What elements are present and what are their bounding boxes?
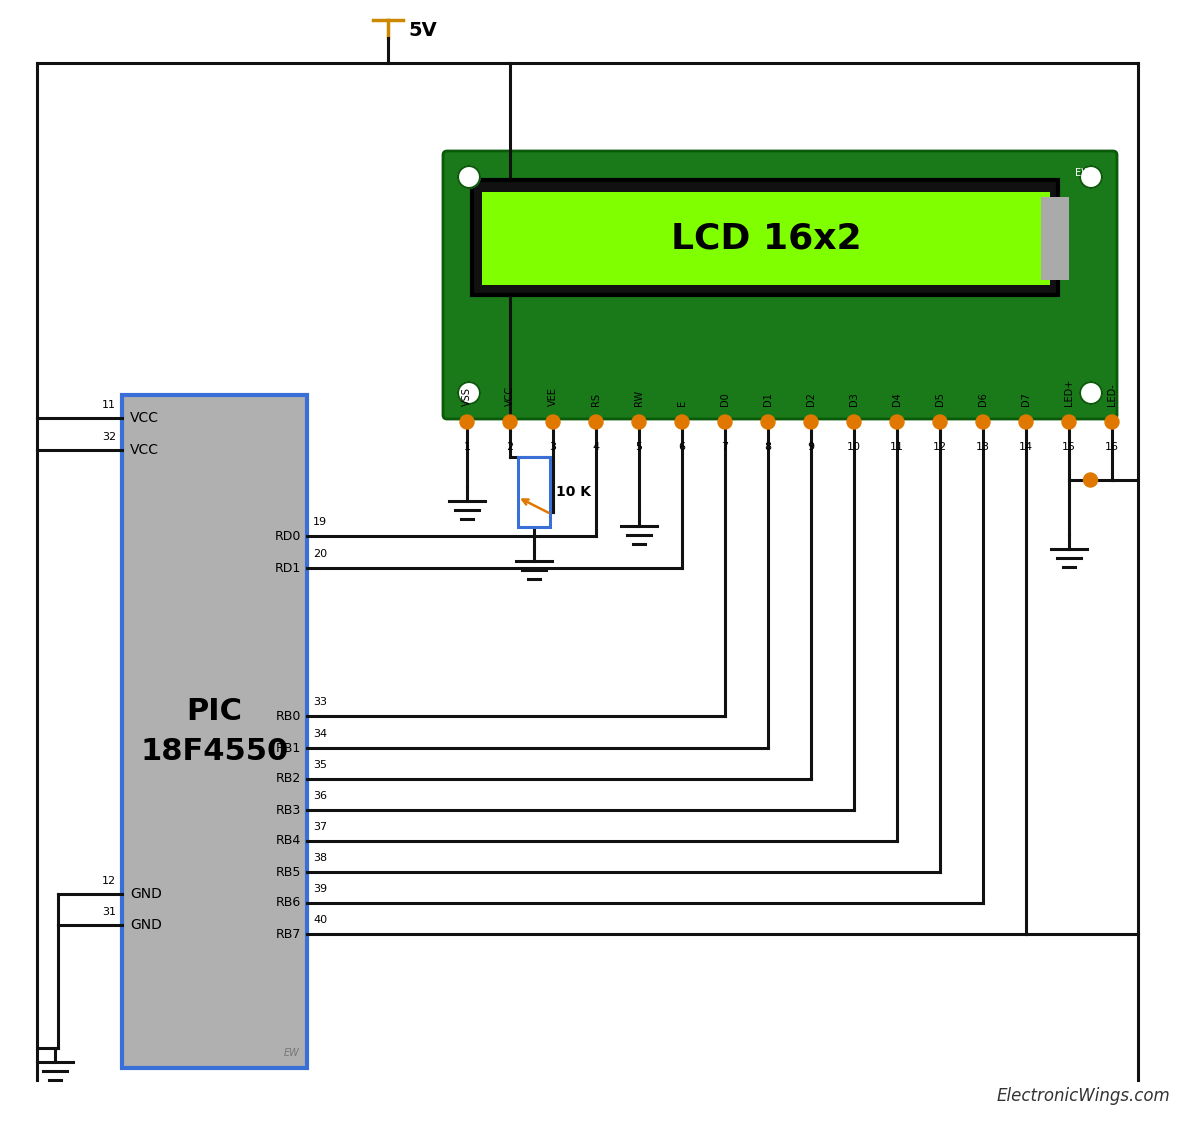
Text: 36: 36: [313, 791, 326, 801]
Text: RS: RS: [592, 393, 601, 406]
Circle shape: [458, 166, 480, 188]
Text: 31: 31: [102, 907, 116, 917]
Text: 39: 39: [313, 884, 328, 895]
Text: 32: 32: [102, 432, 116, 442]
Text: 2: 2: [506, 442, 514, 452]
Text: RW: RW: [634, 390, 644, 406]
Circle shape: [589, 415, 604, 429]
Text: RB2: RB2: [276, 773, 301, 785]
Text: 34: 34: [313, 729, 328, 739]
Bar: [517, 457, 550, 527]
Text: RB4: RB4: [276, 835, 301, 847]
Circle shape: [976, 415, 990, 429]
Text: 20: 20: [313, 549, 328, 559]
FancyBboxPatch shape: [122, 395, 307, 1068]
Text: PIC
18F4550: PIC 18F4550: [140, 697, 289, 766]
Text: 37: 37: [313, 822, 328, 832]
Bar: [482, 192, 1050, 285]
Text: 9: 9: [808, 442, 815, 452]
Text: D5: D5: [935, 393, 946, 406]
Text: RB5: RB5: [276, 865, 301, 879]
Text: VCC: VCC: [130, 443, 158, 457]
Text: RD1: RD1: [275, 562, 301, 574]
Text: D0: D0: [720, 393, 730, 406]
Circle shape: [632, 415, 646, 429]
Text: 15: 15: [1062, 442, 1076, 452]
Circle shape: [761, 415, 775, 429]
Text: 5: 5: [636, 442, 642, 452]
Circle shape: [718, 415, 732, 429]
Circle shape: [503, 415, 517, 429]
Circle shape: [890, 415, 904, 429]
Circle shape: [546, 415, 560, 429]
Text: VSS: VSS: [462, 387, 472, 406]
Text: 6: 6: [678, 442, 685, 452]
Text: 12: 12: [932, 442, 947, 452]
Text: GND: GND: [130, 887, 162, 901]
Text: GND: GND: [130, 918, 162, 932]
Bar: [1042, 197, 1069, 280]
Text: 14: 14: [1019, 442, 1033, 452]
Text: 33: 33: [313, 697, 326, 707]
Text: 10 K: 10 K: [556, 485, 590, 499]
FancyBboxPatch shape: [443, 151, 1117, 418]
Text: 11: 11: [890, 442, 904, 452]
Text: 10: 10: [847, 442, 862, 452]
Circle shape: [1080, 166, 1102, 188]
Circle shape: [458, 382, 480, 404]
Circle shape: [847, 415, 862, 429]
Circle shape: [1019, 415, 1033, 429]
Text: D3: D3: [850, 393, 859, 406]
Circle shape: [934, 415, 947, 429]
Circle shape: [804, 415, 818, 429]
Text: D2: D2: [806, 393, 816, 406]
Circle shape: [1062, 415, 1076, 429]
Text: LED-: LED-: [1108, 384, 1117, 406]
Text: 12: 12: [102, 876, 116, 885]
Text: 11: 11: [102, 400, 116, 409]
Circle shape: [1084, 473, 1098, 487]
Text: LED+: LED+: [1064, 379, 1074, 406]
Text: RB7: RB7: [276, 927, 301, 941]
Text: VCC: VCC: [130, 411, 158, 425]
Text: D4: D4: [892, 393, 902, 406]
Text: 19: 19: [313, 517, 328, 527]
Text: RB1: RB1: [276, 741, 301, 755]
Text: 38: 38: [313, 853, 328, 863]
Text: 35: 35: [313, 760, 326, 770]
Text: 13: 13: [976, 442, 990, 452]
Text: 16: 16: [1105, 442, 1120, 452]
Text: 7: 7: [721, 442, 728, 452]
Bar: [472, 180, 1058, 296]
Text: 3: 3: [550, 442, 557, 452]
Text: VEE: VEE: [548, 387, 558, 406]
Text: EW: EW: [1075, 168, 1091, 178]
Circle shape: [460, 415, 474, 429]
Text: RB0: RB0: [276, 710, 301, 723]
Text: 1: 1: [463, 442, 470, 452]
Circle shape: [674, 415, 689, 429]
Text: 8: 8: [764, 442, 772, 452]
Text: RD0: RD0: [275, 529, 301, 543]
Text: E: E: [677, 399, 686, 406]
Text: 4: 4: [593, 442, 600, 452]
Text: LCD 16x2: LCD 16x2: [671, 221, 862, 256]
Text: D1: D1: [763, 393, 773, 406]
Text: D7: D7: [1021, 393, 1031, 406]
Text: 5V: 5V: [408, 20, 437, 39]
Circle shape: [1080, 382, 1102, 404]
Text: RB3: RB3: [276, 803, 301, 817]
Text: RB6: RB6: [276, 897, 301, 909]
Text: 40: 40: [313, 915, 328, 925]
Text: VCC: VCC: [505, 386, 515, 406]
Circle shape: [1105, 415, 1120, 429]
Text: ElectronicWings.com: ElectronicWings.com: [996, 1087, 1170, 1105]
Text: EW: EW: [283, 1048, 299, 1058]
Text: D6: D6: [978, 393, 988, 406]
